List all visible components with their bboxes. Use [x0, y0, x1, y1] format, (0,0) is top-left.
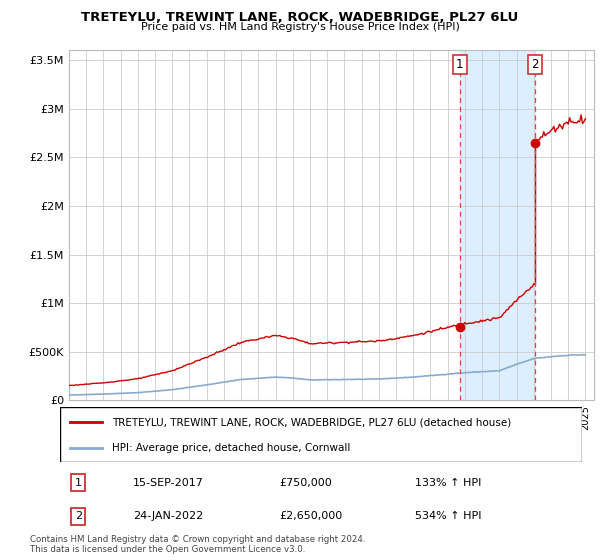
Text: 15-SEP-2017: 15-SEP-2017 — [133, 478, 204, 488]
Text: 534% ↑ HPI: 534% ↑ HPI — [415, 511, 481, 521]
Text: 133% ↑ HPI: 133% ↑ HPI — [415, 478, 481, 488]
Text: £750,000: £750,000 — [279, 478, 332, 488]
Text: HPI: Average price, detached house, Cornwall: HPI: Average price, detached house, Corn… — [112, 444, 350, 453]
Text: 2: 2 — [531, 58, 539, 71]
Text: 24-JAN-2022: 24-JAN-2022 — [133, 511, 203, 521]
Text: 1: 1 — [75, 478, 82, 488]
Text: 2: 2 — [75, 511, 82, 521]
Text: Price paid vs. HM Land Registry's House Price Index (HPI): Price paid vs. HM Land Registry's House … — [140, 22, 460, 32]
Text: TRETEYLU, TREWINT LANE, ROCK, WADEBRIDGE, PL27 6LU: TRETEYLU, TREWINT LANE, ROCK, WADEBRIDGE… — [82, 11, 518, 24]
Bar — [460, 50, 535, 400]
Text: Contains HM Land Registry data © Crown copyright and database right 2024.
This d: Contains HM Land Registry data © Crown c… — [30, 535, 365, 554]
Text: 1: 1 — [456, 58, 464, 71]
Text: £2,650,000: £2,650,000 — [279, 511, 343, 521]
Text: TRETEYLU, TREWINT LANE, ROCK, WADEBRIDGE, PL27 6LU (detached house): TRETEYLU, TREWINT LANE, ROCK, WADEBRIDGE… — [112, 418, 511, 427]
